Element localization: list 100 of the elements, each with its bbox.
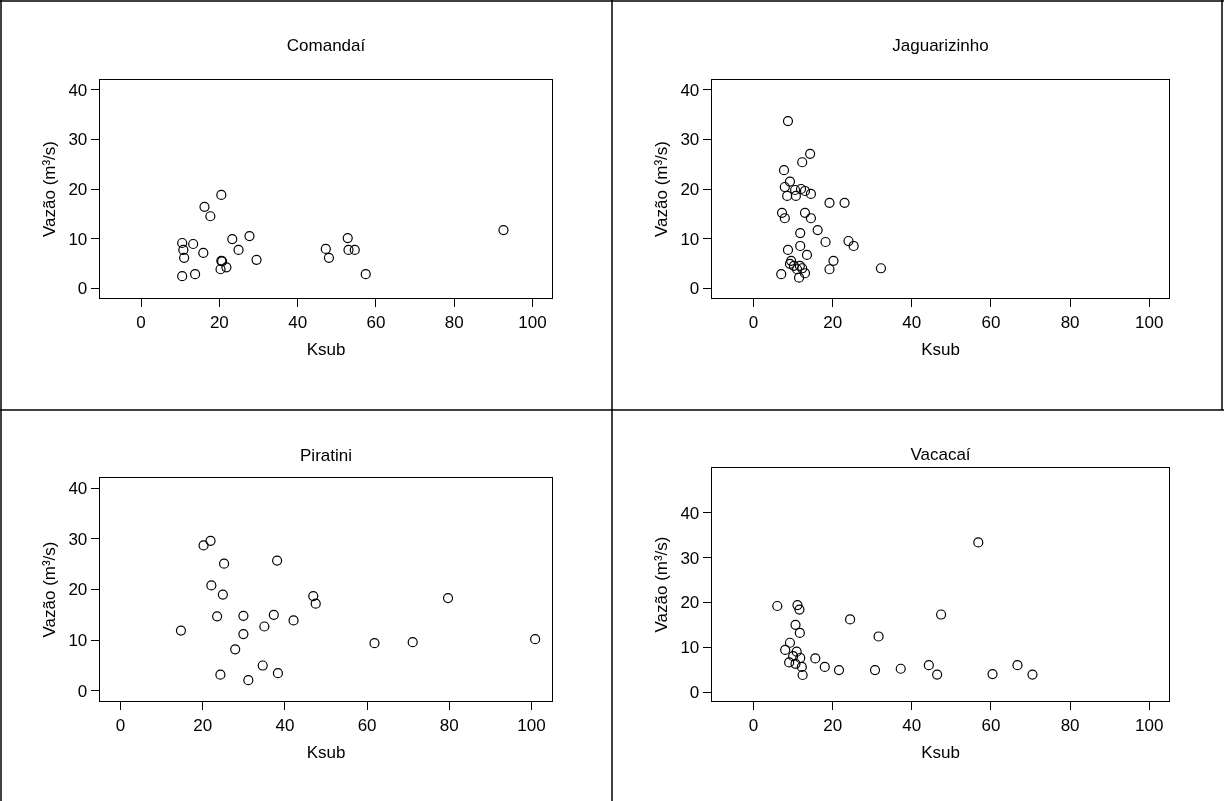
point: [179, 252, 190, 263]
x-tick-label: 60: [366, 312, 386, 332]
point: [795, 240, 806, 252]
point: [778, 165, 790, 176]
point: [793, 272, 805, 283]
point: [869, 664, 881, 676]
y-tick-label: 0: [77, 681, 88, 701]
x-tick-label: 0: [748, 715, 759, 735]
point: [217, 589, 228, 600]
x-axis-title: Ksub: [306, 339, 346, 359]
point: [873, 631, 884, 642]
point: [407, 637, 418, 648]
point: [230, 644, 241, 655]
y-axis-title: Vazão (m³/s): [652, 140, 672, 238]
point: [257, 660, 268, 671]
point: [784, 657, 795, 668]
x-tick-label: 100: [1135, 715, 1164, 735]
point: [272, 555, 283, 566]
y-tick-label: 0: [689, 279, 700, 299]
point: [795, 228, 806, 239]
point: [198, 247, 209, 259]
point: [828, 255, 839, 266]
point: [308, 590, 319, 602]
point: [188, 238, 199, 250]
y-tick-label: 20: [68, 580, 88, 600]
x-tick-label: 60: [981, 715, 1001, 735]
y-axis-title: Vazão (m³/s): [652, 536, 672, 633]
x-axis-title: Ksub: [921, 339, 960, 359]
point: [310, 598, 321, 609]
point: [810, 653, 821, 664]
x-tick-label: 40: [288, 312, 308, 332]
point: [812, 225, 823, 236]
point: [259, 621, 270, 632]
point: [218, 558, 230, 569]
x-axis-title: Ksub: [306, 742, 346, 762]
point: [343, 244, 354, 256]
x-tick-label: 20: [209, 312, 229, 332]
point: [797, 157, 808, 168]
point: [795, 183, 807, 195]
point: [789, 184, 801, 196]
chart-title: Jaguarizinho: [892, 35, 989, 55]
x-tick-label: 100: [1135, 312, 1164, 332]
point: [788, 651, 799, 662]
y-axis-title: Vazão (m³/s): [40, 140, 60, 238]
point: [819, 661, 830, 673]
point: [794, 604, 805, 615]
x-tick-label: 100: [518, 312, 547, 332]
x-tick-label: 20: [193, 715, 213, 735]
point: [788, 260, 799, 271]
x-tick-label: 0: [136, 312, 146, 332]
point: [848, 240, 859, 252]
point: [215, 264, 226, 275]
x-tick-label: 80: [1060, 715, 1080, 735]
point: [795, 652, 806, 664]
point: [233, 244, 244, 256]
x-tick-label: 80: [444, 312, 464, 332]
point: [178, 244, 189, 256]
point: [272, 668, 284, 679]
point: [175, 625, 187, 636]
point: [205, 535, 216, 546]
x-tick-label: 20: [823, 715, 843, 735]
y-tick-label: 10: [680, 638, 700, 658]
y-tick-label: 0: [689, 682, 700, 702]
point: [199, 201, 210, 212]
point: [784, 637, 796, 648]
point: [779, 213, 790, 224]
point: [776, 269, 787, 280]
point: [776, 207, 788, 218]
x-tick-label: 20: [823, 312, 843, 332]
point: [238, 629, 249, 640]
point: [530, 634, 541, 645]
y-tick-label: 30: [680, 130, 700, 150]
point: [797, 669, 808, 681]
y-tick-label: 20: [680, 593, 700, 613]
point: [973, 537, 984, 548]
point: [799, 185, 811, 197]
point: [177, 237, 188, 249]
point: [206, 580, 217, 591]
point: [824, 264, 835, 275]
y-tick-label: 30: [68, 529, 88, 549]
point: [251, 254, 262, 265]
point: [923, 660, 934, 671]
point: [820, 236, 831, 248]
x-tick-label: 60: [357, 715, 377, 735]
x-tick-label: 40: [902, 312, 922, 332]
point: [833, 664, 845, 676]
point: [320, 243, 331, 255]
point: [342, 232, 353, 244]
point: [824, 197, 835, 208]
point: [843, 235, 854, 247]
point: [987, 669, 998, 680]
point: [790, 619, 801, 630]
point: [498, 225, 509, 236]
point: [801, 249, 813, 260]
chart-title: Vacacaí: [910, 444, 971, 464]
point: [1012, 660, 1023, 671]
point: [782, 244, 794, 256]
y-tick-label: 10: [68, 229, 88, 249]
point: [349, 244, 360, 256]
x-tick-label: 40: [902, 715, 922, 735]
